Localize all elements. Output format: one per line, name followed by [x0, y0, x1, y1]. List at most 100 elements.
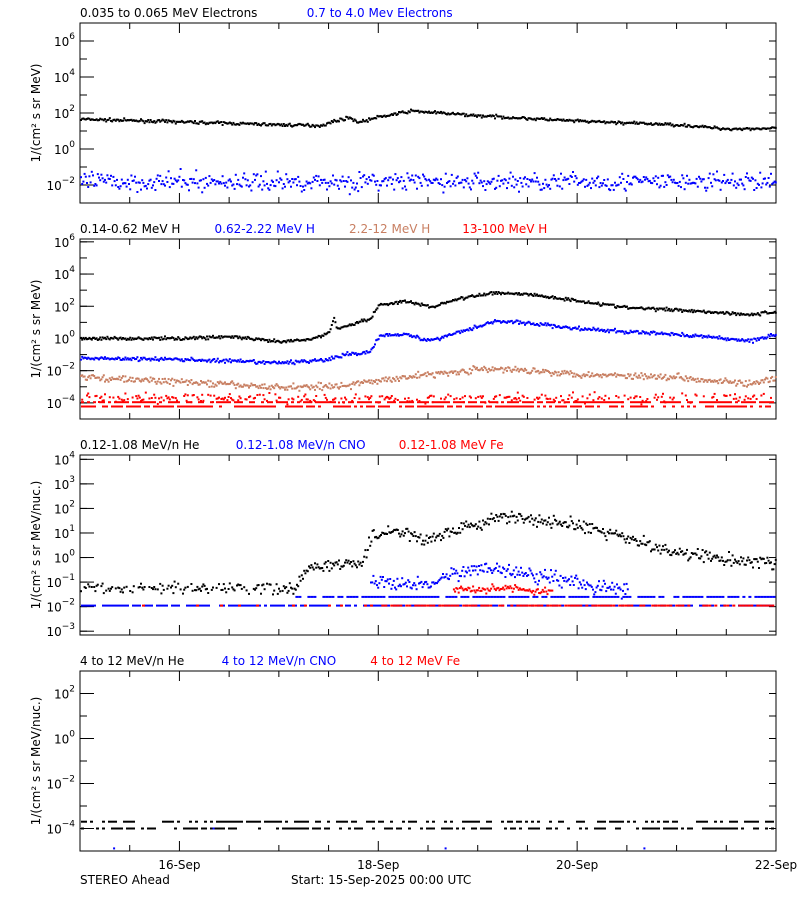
data-point — [480, 294, 483, 297]
data-point — [488, 589, 491, 592]
data-point — [335, 326, 338, 329]
data-point — [208, 358, 211, 361]
data-point — [255, 362, 258, 365]
data-point — [240, 385, 243, 388]
data-point — [718, 595, 722, 598]
data-point — [291, 340, 294, 343]
data-point — [468, 395, 471, 398]
data-point — [669, 396, 672, 399]
data-point — [201, 585, 204, 588]
data-point — [543, 117, 546, 120]
data-point — [348, 383, 351, 386]
data-point — [227, 383, 230, 386]
data-point — [120, 338, 123, 341]
data-point — [460, 369, 463, 372]
data-point — [300, 604, 303, 607]
data-point — [508, 366, 511, 369]
data-point — [324, 401, 327, 404]
data-point — [544, 568, 546, 571]
data-point — [701, 336, 704, 339]
data-point — [768, 562, 771, 565]
data-point — [155, 358, 158, 361]
data-point — [494, 117, 496, 120]
data-point — [726, 127, 729, 130]
data-point — [256, 584, 259, 587]
data-point — [476, 176, 478, 179]
data-point — [661, 595, 665, 598]
data-point — [126, 604, 129, 607]
data-point — [293, 363, 296, 366]
data-point — [430, 540, 433, 543]
data-point — [508, 595, 512, 598]
data-point — [346, 325, 349, 328]
data-point — [147, 183, 150, 186]
data-point — [393, 378, 396, 381]
data-point — [417, 401, 420, 404]
data-point — [372, 529, 375, 532]
data-point — [134, 175, 136, 178]
data-point — [308, 565, 310, 568]
data-point — [459, 370, 462, 373]
data-point — [105, 589, 108, 592]
data-point — [504, 116, 507, 119]
legend-2: 0.7 to 4.0 Mev Electrons — [307, 6, 453, 20]
data-point — [513, 293, 516, 296]
data-point — [509, 292, 512, 295]
data-point — [538, 396, 541, 399]
data-point — [447, 334, 450, 337]
data-point — [120, 588, 123, 591]
data-point — [162, 405, 165, 408]
data-point — [226, 186, 229, 189]
data-point — [509, 369, 512, 372]
data-point — [650, 330, 652, 333]
data-point — [178, 337, 181, 340]
data-point — [182, 179, 184, 181]
data-point — [622, 374, 625, 377]
data-point — [126, 337, 129, 340]
data-point — [502, 595, 506, 598]
data-point — [158, 359, 160, 362]
data-point — [487, 567, 490, 570]
data-point — [646, 178, 649, 180]
data-point — [472, 295, 475, 298]
data-point — [260, 592, 262, 595]
data-point — [766, 556, 769, 559]
data-point — [122, 182, 124, 185]
data-point — [329, 122, 332, 125]
data-point — [678, 376, 681, 379]
data-point — [298, 180, 301, 183]
data-point — [452, 111, 454, 114]
data-point — [480, 589, 483, 592]
data-point — [344, 185, 346, 188]
data-point — [424, 595, 428, 598]
data-point — [322, 123, 325, 126]
data-point — [110, 174, 112, 177]
data-point — [336, 563, 339, 566]
data-point — [645, 405, 648, 408]
data-point — [659, 373, 662, 376]
data-point — [597, 401, 600, 404]
data-point — [587, 327, 590, 330]
data-point — [227, 396, 230, 398]
data-point — [114, 378, 117, 381]
data-point — [484, 115, 487, 118]
data-point — [731, 337, 734, 340]
data-point — [412, 535, 415, 537]
data-point — [485, 592, 488, 595]
data-point — [731, 311, 734, 314]
data-point — [118, 120, 121, 123]
data-point — [207, 604, 210, 607]
data-point — [664, 309, 667, 312]
data-point — [525, 604, 529, 607]
data-point — [712, 395, 715, 398]
data-point — [237, 405, 240, 408]
data-point — [753, 394, 756, 397]
data-point — [369, 350, 372, 353]
data-point — [412, 595, 416, 598]
data-point — [311, 180, 314, 183]
data-point — [261, 123, 264, 126]
data-point — [681, 331, 684, 334]
data-point — [734, 393, 736, 396]
data-point — [501, 291, 504, 294]
data-point — [501, 117, 504, 120]
